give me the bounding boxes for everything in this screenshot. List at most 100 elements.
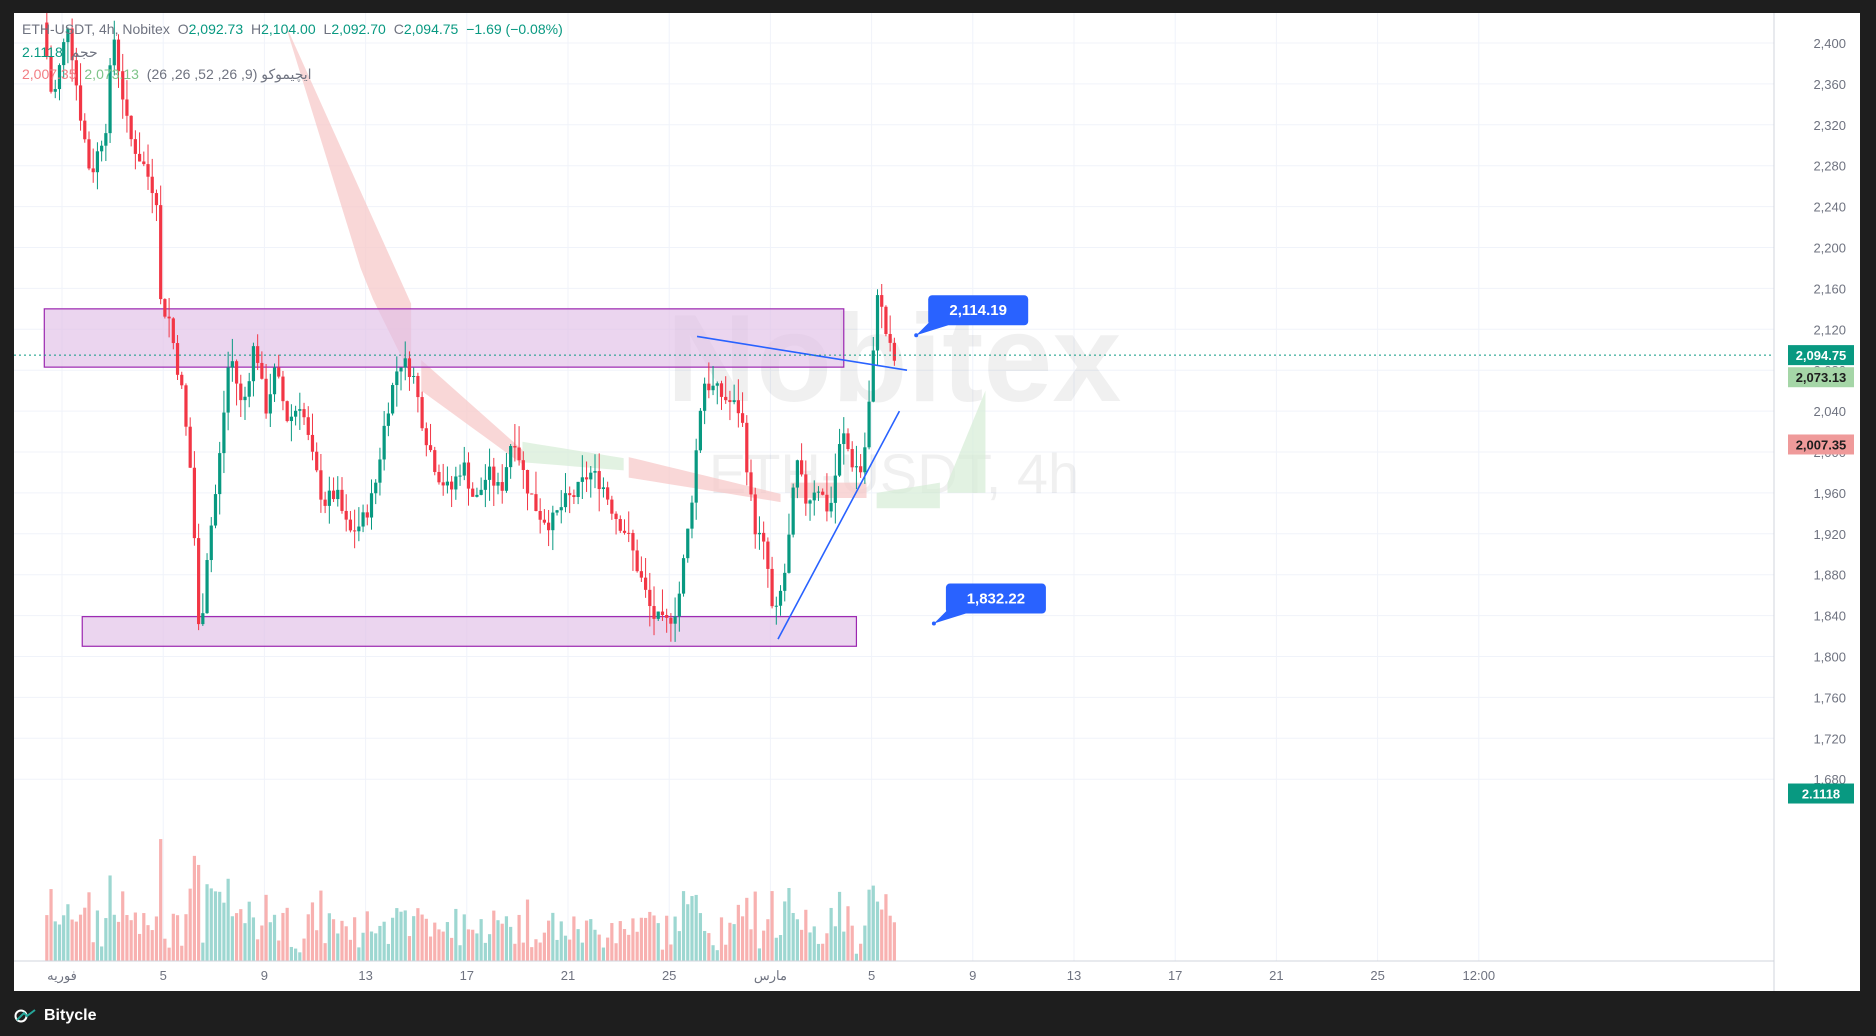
volume-bar — [808, 932, 812, 961]
y-tick-label: 2,280 — [1813, 159, 1846, 174]
candle-body — [694, 450, 698, 503]
candle-body — [399, 367, 403, 372]
volume-bar — [53, 921, 57, 961]
x-tick-label: 5 — [160, 968, 167, 983]
candle-body — [576, 481, 580, 498]
candle-body — [719, 383, 724, 397]
candle-body — [129, 115, 133, 140]
candle-body — [530, 493, 534, 495]
candle-body — [690, 502, 694, 529]
volume-bar — [133, 912, 137, 961]
candle-body — [137, 153, 142, 162]
volume-bar — [816, 943, 821, 961]
candle-body — [57, 65, 62, 90]
candle-body — [91, 168, 95, 173]
volume-bar — [745, 897, 749, 961]
volume-bar — [142, 913, 146, 961]
candle-body — [555, 510, 559, 513]
volume-bar — [606, 937, 610, 961]
candle-body — [146, 164, 150, 177]
candle-body — [639, 571, 643, 578]
ichimoku-cloud-bearish — [421, 359, 523, 465]
volume-bar — [778, 935, 783, 961]
x-tick-label: 12:00 — [1463, 968, 1496, 983]
trendlines — [696, 335, 908, 640]
volume-bar — [774, 937, 778, 961]
volume-bar — [500, 923, 504, 961]
volume-bar — [673, 916, 677, 961]
volume-bar — [639, 917, 643, 961]
candle-body — [424, 428, 428, 446]
volume-bar — [87, 892, 91, 961]
volume-bar — [854, 953, 859, 961]
candle-body — [833, 475, 837, 503]
ichimoku-cloud-bullish — [947, 390, 986, 493]
volume-bar — [466, 929, 471, 961]
candle-body — [551, 512, 555, 531]
candle-body — [724, 396, 728, 401]
volume-bar — [458, 945, 462, 961]
volume-bar — [863, 925, 867, 961]
footer-brand: Bitycle — [44, 1007, 97, 1024]
volume-bar — [365, 911, 369, 961]
volume-bar — [707, 933, 711, 961]
candle-body — [483, 479, 487, 490]
candle-body — [648, 589, 652, 607]
candle-body — [100, 145, 104, 152]
candle-body — [154, 193, 159, 206]
candle-body — [492, 466, 496, 486]
candle-body — [521, 460, 525, 470]
chart-panel[interactable]: Nobitex ETH-USDT, 4h 2,114.19 1,832.22 1,… — [14, 13, 1860, 991]
candle-body — [125, 99, 129, 116]
candle-body — [201, 613, 205, 625]
volume-bar — [584, 920, 589, 961]
axes: 1,680 1,720 1,760 1,800 1,840 1,880 1,920 1,960… — [14, 13, 1854, 991]
candle-body — [547, 522, 551, 531]
candle-body — [563, 493, 568, 508]
candle-body — [766, 541, 770, 569]
candle-body — [837, 444, 842, 476]
volume-bar — [159, 839, 163, 961]
volume-bar — [791, 912, 795, 961]
candle-body — [382, 425, 386, 460]
ascending-trendline — [777, 410, 901, 640]
volume-bar — [492, 910, 496, 961]
volume-bar — [353, 917, 357, 961]
candlestick-chart[interactable]: Nobitex ETH-USDT, 4h 2,114.191,832.22 1,… — [14, 13, 1860, 991]
candle-body — [294, 410, 298, 417]
x-tick-label: 17 — [460, 968, 474, 983]
volume-bar — [660, 949, 665, 961]
candle-body — [643, 577, 648, 590]
candle-body — [559, 507, 563, 511]
candle-body — [584, 477, 589, 480]
candle-body — [192, 467, 197, 539]
candle-body — [116, 39, 121, 72]
legend-symbol: ETH-USDT, 4h, Nobitex — [22, 21, 170, 37]
volume-bar — [496, 920, 500, 961]
candle-body — [336, 489, 340, 500]
x-tick-label: 25 — [1370, 968, 1384, 983]
candle-body — [749, 472, 753, 495]
candle-body — [272, 367, 277, 395]
volume-bar — [251, 917, 256, 961]
volume-bar — [542, 932, 546, 961]
candle-body — [327, 490, 331, 506]
x-tick-label: مارس — [754, 968, 787, 984]
volume-bar — [627, 934, 631, 961]
callout-anchor — [931, 621, 936, 626]
candle-body — [479, 489, 483, 495]
y-tick-label: 1,840 — [1813, 609, 1846, 624]
candle-body — [277, 367, 281, 377]
candle-body — [525, 469, 530, 494]
candle-body — [331, 490, 336, 500]
volume-bar — [770, 891, 774, 961]
volume-bar — [800, 929, 804, 961]
volume-bar — [188, 888, 192, 961]
candle-body — [209, 525, 213, 561]
volume-bar — [593, 929, 597, 961]
y-tick-label: 1,720 — [1813, 731, 1846, 746]
volume-bar — [732, 924, 736, 961]
candle-body — [825, 494, 829, 512]
legend-low: 2,092.70 — [331, 21, 386, 37]
volume-bar — [837, 891, 842, 961]
